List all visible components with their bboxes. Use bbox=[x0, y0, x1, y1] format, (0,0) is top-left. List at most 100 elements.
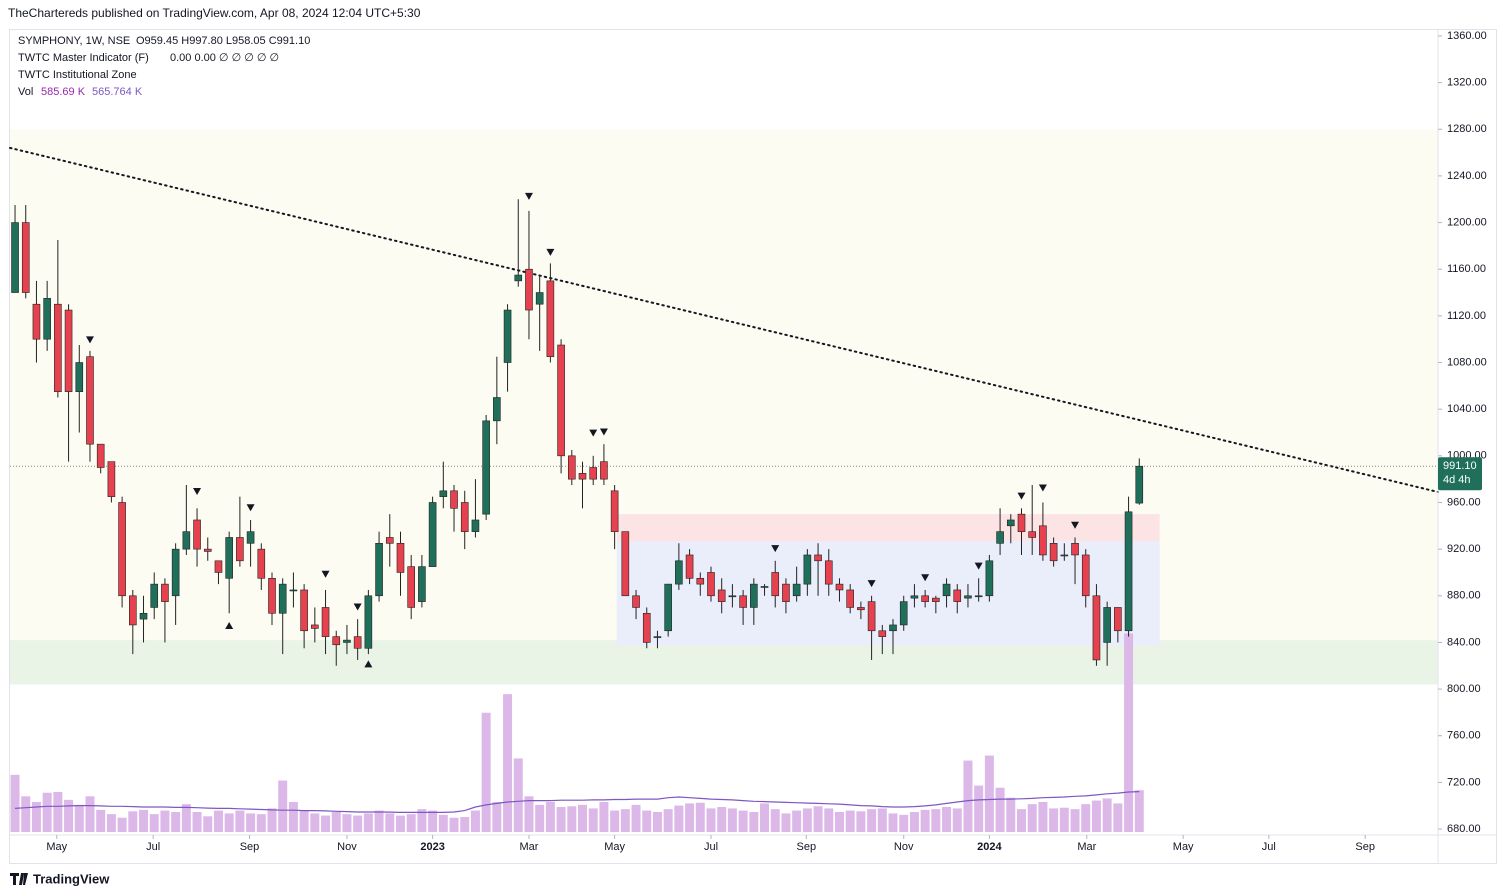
candle-body bbox=[1103, 607, 1111, 643]
volume-bar bbox=[1113, 803, 1123, 832]
candle-body bbox=[150, 583, 159, 608]
y-tick-label: 880.00 bbox=[1447, 590, 1481, 602]
candle-body bbox=[899, 601, 908, 626]
volume-bar bbox=[974, 785, 984, 832]
volume-bar bbox=[588, 808, 598, 832]
volume-bar bbox=[213, 810, 223, 832]
candle-body bbox=[471, 519, 480, 532]
candle-body bbox=[54, 303, 62, 392]
candle-body bbox=[942, 583, 951, 597]
footer-logo: TradingView bbox=[10, 871, 110, 886]
volume-bar bbox=[877, 808, 887, 832]
volume-ma-line bbox=[14, 791, 1140, 813]
candle-body bbox=[439, 490, 448, 497]
candle-body bbox=[364, 595, 373, 649]
candle-body bbox=[889, 624, 897, 632]
candle-body bbox=[546, 280, 555, 357]
x-tick-label: Jul bbox=[1262, 841, 1276, 853]
volume-bar bbox=[117, 817, 127, 832]
candle-body bbox=[246, 531, 255, 544]
candle-body bbox=[782, 583, 790, 602]
volume-bar bbox=[1027, 804, 1037, 832]
volume-bar bbox=[417, 809, 427, 832]
volume-bar bbox=[139, 809, 149, 832]
candle-body bbox=[407, 566, 415, 608]
candle-body bbox=[385, 537, 394, 544]
volume-bar bbox=[984, 755, 994, 832]
candle-body bbox=[503, 309, 512, 363]
candle-body bbox=[86, 356, 94, 445]
x-tick-label: May bbox=[1173, 841, 1194, 853]
volume-bar bbox=[74, 804, 84, 832]
volume-bar bbox=[888, 813, 898, 832]
volume-bar bbox=[620, 809, 630, 832]
volume-bar bbox=[181, 804, 191, 832]
volume-bar bbox=[642, 810, 652, 832]
x-tick-label: Nov bbox=[337, 841, 357, 853]
candle-body bbox=[653, 636, 662, 638]
x-tick-label: 2023 bbox=[420, 841, 444, 853]
candle-body bbox=[1092, 595, 1101, 661]
volume-bar bbox=[824, 808, 834, 832]
volume-bar bbox=[920, 809, 930, 832]
candle-body bbox=[225, 537, 233, 579]
volume-bar bbox=[374, 810, 384, 832]
candle-body bbox=[835, 583, 844, 591]
candle-body bbox=[1028, 531, 1037, 538]
candle-body bbox=[600, 461, 608, 480]
candle-body bbox=[974, 595, 983, 598]
candle-body bbox=[1049, 543, 1058, 562]
candle-body bbox=[846, 589, 854, 608]
candle-body bbox=[1081, 554, 1090, 597]
volume-bar bbox=[492, 802, 502, 832]
last-price-label: 991.10 bbox=[1443, 460, 1477, 472]
volume-bar bbox=[235, 810, 245, 832]
volume-bar bbox=[1102, 798, 1112, 832]
candle-body bbox=[332, 636, 341, 646]
volume-bar bbox=[770, 809, 780, 832]
x-tick-label: Sep bbox=[1355, 841, 1375, 853]
volume-bar bbox=[899, 814, 909, 832]
volume-bar bbox=[706, 808, 716, 832]
volume-bar bbox=[85, 796, 95, 832]
candle-body bbox=[857, 607, 865, 611]
volume-bar bbox=[578, 804, 588, 832]
candle-body bbox=[203, 548, 212, 552]
volume-bar bbox=[1081, 804, 1091, 832]
candle-body bbox=[824, 560, 833, 585]
candle-body bbox=[589, 467, 598, 480]
volume-bar bbox=[942, 807, 952, 832]
y-tick-label: 800.00 bbox=[1447, 683, 1481, 695]
volume-bar bbox=[845, 810, 855, 832]
candle-body bbox=[418, 566, 426, 602]
volume-bar bbox=[1059, 807, 1069, 832]
y-tick-label: 1040.00 bbox=[1447, 403, 1487, 415]
candle-body bbox=[1124, 511, 1133, 632]
legend-ohlc: O959.45 H997.80 L958.05 C991.10 bbox=[136, 35, 310, 47]
legend-symbol: SYMPHONY, 1W, NSE bbox=[18, 35, 130, 47]
y-tick-label: 1240.00 bbox=[1447, 170, 1487, 182]
volume-bar bbox=[535, 804, 545, 832]
volume-bar bbox=[1091, 800, 1101, 832]
candle-body bbox=[696, 577, 705, 585]
zone bbox=[616, 514, 1160, 541]
volume-bar bbox=[695, 802, 705, 832]
volume-bar bbox=[10, 774, 20, 832]
candle-body bbox=[75, 362, 84, 392]
x-tick-label: Sep bbox=[240, 841, 260, 853]
candle-body bbox=[214, 560, 223, 573]
volume-bar bbox=[738, 810, 748, 832]
y-tick-label: 840.00 bbox=[1447, 636, 1481, 648]
volume-bar bbox=[727, 808, 737, 832]
down-marker bbox=[246, 504, 255, 512]
x-tick-label: May bbox=[604, 841, 625, 853]
candle-body bbox=[535, 292, 544, 305]
down-marker bbox=[867, 580, 876, 588]
legend-indicator: TWTC Master Indicator (F) bbox=[18, 52, 149, 64]
candle-body bbox=[750, 583, 758, 608]
plot bbox=[9, 129, 1439, 832]
candle-body bbox=[867, 601, 876, 632]
volume-bar bbox=[470, 810, 480, 832]
candle-body bbox=[375, 543, 383, 597]
x-tick-label: 2024 bbox=[977, 841, 1002, 853]
